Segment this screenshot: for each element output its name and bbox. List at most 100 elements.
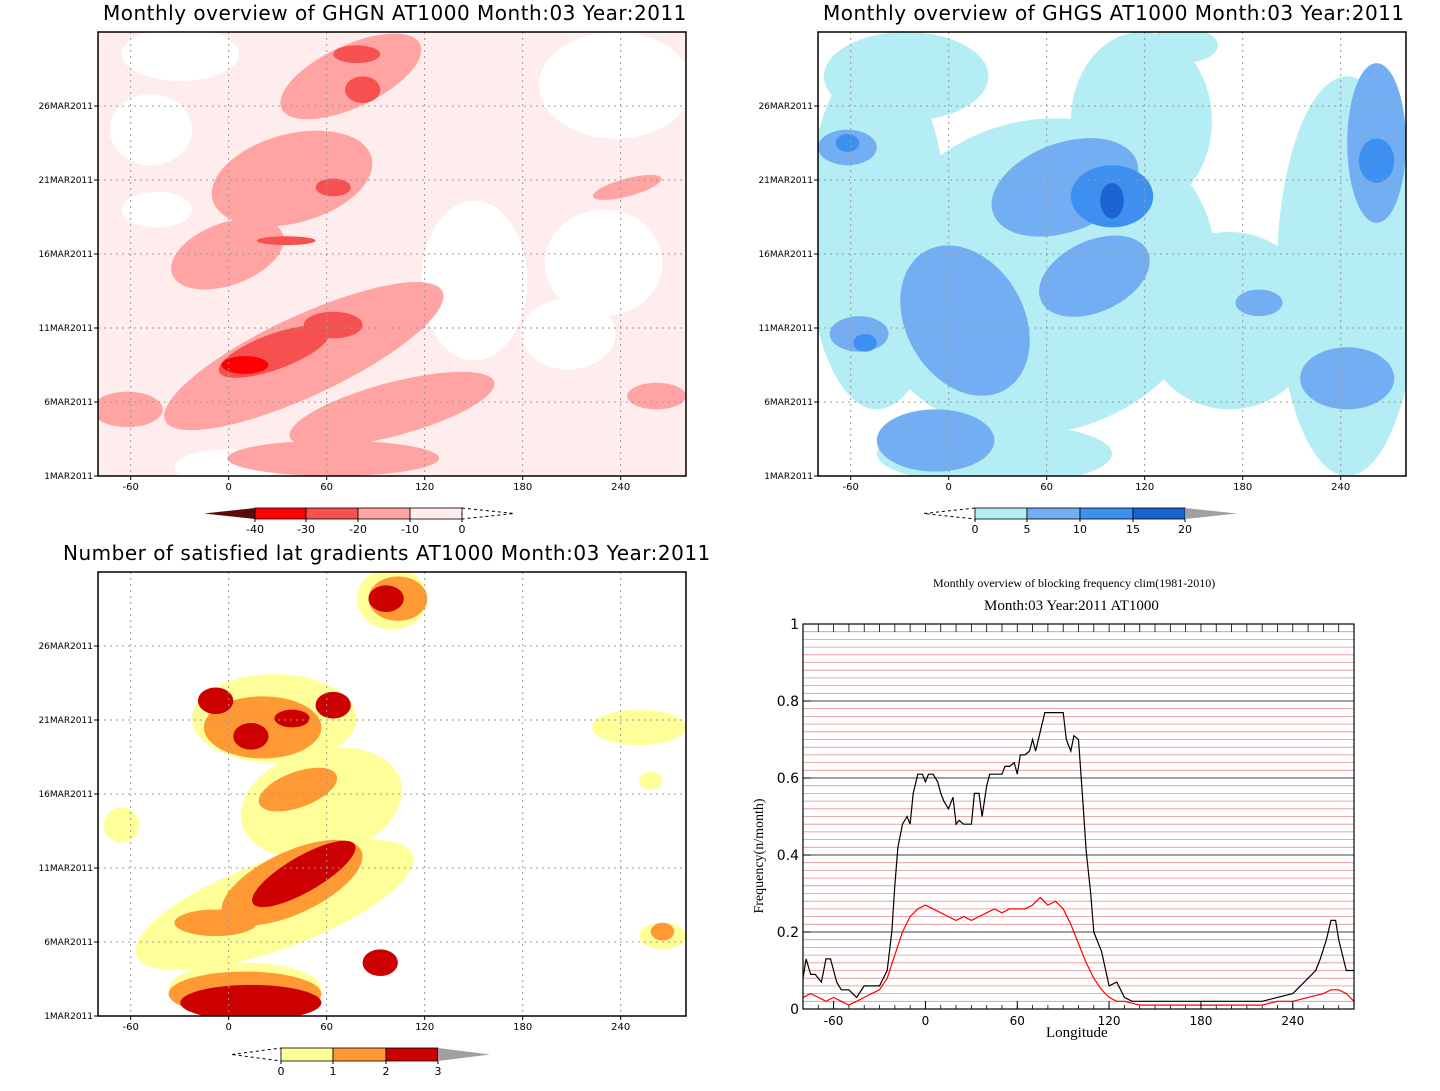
y-tick-label: 0.4 [777, 848, 799, 864]
y-tick-label: 21MAR2011 [38, 716, 93, 726]
colorbar-segment [1132, 507, 1186, 520]
x-tick-label: 120 [415, 482, 434, 493]
colorbar-end-triangle [438, 1048, 490, 1061]
plot-frame [97, 31, 687, 477]
ghgs-heatmap: 1MAR2011 6MAR2011 11MAR2011 16MAR2011 21MAR2… [758, 31, 1407, 536]
x-tick-label: 60 [1010, 1014, 1025, 1028]
ghgs-title: Monthly overview of GHGS AT1000 Month:03… [823, 1, 1405, 25]
plot-frame [802, 623, 1355, 1010]
x-tick-label: 240 [1281, 1014, 1304, 1028]
contour-blob [1038, 235, 1150, 317]
colorbar-segment [409, 507, 463, 520]
x-tick-label: 0 [225, 1022, 231, 1033]
lat-colorbar: 0 1 2 3 [231, 1047, 490, 1078]
contour-blob [1300, 347, 1395, 410]
colorbar-label: 10 [1073, 523, 1087, 536]
contour-blob [853, 333, 877, 352]
ghgs-colorbar: 0 5 10 15 20 [923, 507, 1237, 536]
x-tick-label: 60 [1040, 482, 1053, 493]
y-tick-label: 0.2 [777, 925, 799, 941]
contour-blob [289, 371, 495, 447]
ghgn-title: Monthly overview of GHGN AT1000 Month:03… [103, 1, 687, 25]
contour-blob [274, 709, 310, 728]
y-tick-label: 1 [790, 617, 799, 633]
freq-title-1: Monthly overview of blocking frequency c… [933, 576, 1216, 590]
contour-blob [233, 722, 269, 750]
contour-blob [539, 32, 686, 139]
contour-blob [521, 298, 616, 370]
ghgs-field [818, 32, 1406, 476]
contour-blob [593, 174, 662, 200]
colorbar-segment [1026, 507, 1081, 520]
colorbar-end-triangle [923, 507, 976, 520]
colorbar-segment [280, 1047, 334, 1062]
contour-blob [252, 840, 356, 908]
x-tick-label: 0 [922, 1014, 930, 1028]
colorbar-segment [254, 507, 307, 520]
x-tick-label: 180 [513, 482, 532, 493]
freq-title-2: Month:03 Year:2011 AT1000 [984, 598, 1159, 614]
y-tick-label: 16MAR2011 [38, 790, 93, 800]
colorbar-segment [974, 507, 1028, 520]
colorbar-label: -30 [297, 523, 315, 536]
x-tick-label: 120 [415, 1022, 434, 1033]
contour-blob [315, 691, 351, 719]
contour-blob [256, 236, 316, 246]
ghgn-colorbar: -40 -30 -20 -10 0 [204, 507, 515, 536]
y-tick-label: 0.8 [777, 694, 799, 710]
contour-blob [280, 33, 422, 120]
colorbar-label: -10 [401, 523, 419, 536]
y-tick-label: 6MAR2011 [764, 398, 813, 408]
colorbar-segment [1079, 507, 1134, 520]
y-tick-label: 16MAR2011 [38, 250, 93, 260]
x-tick-label: 240 [611, 1022, 630, 1033]
contour-blob [258, 767, 338, 812]
colorbar-end-triangle [204, 508, 255, 519]
ghgn-field [98, 32, 686, 476]
contour-blob [227, 440, 440, 476]
y-tick-label: 11MAR2011 [758, 324, 813, 334]
plot-frame [97, 571, 687, 1017]
colorbar-label: 0 [278, 1065, 285, 1078]
x-tick-label: 60 [320, 482, 333, 493]
colorbar-end-triangle [1185, 508, 1237, 519]
contour-blob [197, 687, 234, 715]
contour-blob [835, 134, 860, 152]
y-tick-label: 1MAR2011 [44, 1012, 93, 1022]
y-tick-label: 1MAR2011 [44, 472, 93, 482]
y-tick-label: 21MAR2011 [758, 176, 813, 186]
freq-xlabel: Longitude [1046, 1025, 1108, 1041]
y-tick-label: 6MAR2011 [44, 938, 93, 948]
contour-blob [362, 949, 398, 977]
freq-line-chart: -60 0 60 120 180 240 0 0.2 0.4 0.6 0.8 1 [777, 617, 1355, 1028]
colorbar-label: 0 [972, 523, 979, 536]
contour-blob [591, 709, 686, 746]
plot-frame [817, 31, 1407, 477]
y-tick-label: 26MAR2011 [38, 642, 93, 652]
x-tick-label: 240 [1331, 482, 1350, 493]
x-tick-label: -60 [122, 482, 138, 493]
contour-blob [121, 32, 240, 81]
contour-blob [103, 807, 140, 843]
y-tick-label: 6MAR2011 [44, 398, 93, 408]
contour-blob [368, 585, 404, 612]
x-tick-label: 120 [1135, 482, 1154, 493]
contour-blob [1100, 182, 1124, 219]
colorbar-label: 1 [330, 1065, 337, 1078]
contour-blob [650, 922, 675, 941]
x-tick-label: 0 [945, 482, 951, 493]
series-line-2 [802, 896, 1355, 1006]
colorbar-label: 5 [1024, 523, 1031, 536]
colorbar-end-triangle [231, 1047, 282, 1062]
colorbar-label: -40 [246, 523, 264, 536]
ghgn-panel: Monthly overview of GHGN AT1000 Month:03… [0, 0, 720, 545]
contour-blob [303, 311, 363, 339]
contour-blob [1141, 231, 1318, 410]
freq-panel: Monthly overview of blocking frequency c… [720, 540, 1440, 1091]
x-tick-label: 180 [1189, 1014, 1212, 1028]
y-tick-label: 16MAR2011 [758, 250, 813, 260]
colorbar-label: 0 [459, 523, 466, 536]
contour-blob [174, 909, 257, 937]
colorbar-label: 15 [1126, 523, 1140, 536]
y-tick-label: 26MAR2011 [38, 102, 93, 112]
